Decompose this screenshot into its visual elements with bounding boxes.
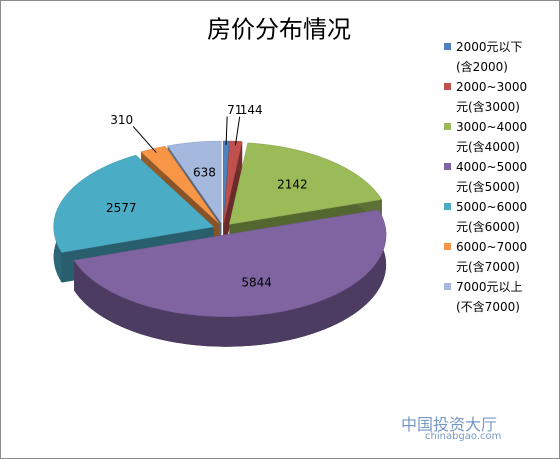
data-label: 144 xyxy=(240,103,263,117)
slice xyxy=(73,209,387,347)
legend-swatch xyxy=(444,163,451,170)
legend-item: 6000~7000元(含7000) xyxy=(444,237,528,277)
slice xyxy=(53,154,215,253)
legend-swatch xyxy=(444,123,451,130)
legend-item: 5000~6000元(含6000) xyxy=(444,197,528,237)
legend-label: 4000~5000元(含5000) xyxy=(456,160,528,194)
leader-line xyxy=(225,116,228,146)
slice xyxy=(229,142,383,225)
legend-item: 2000元以下(含2000) xyxy=(444,37,524,77)
slice-side xyxy=(74,209,387,347)
leader-line xyxy=(132,126,157,153)
data-label: 5844 xyxy=(241,276,272,290)
legend-swatch xyxy=(444,283,451,290)
leader-line xyxy=(234,116,241,146)
legend-swatch xyxy=(444,43,451,50)
data-label: 71 xyxy=(227,103,242,117)
data-label: 2142 xyxy=(277,178,308,192)
legend-item: 7000元以上(不含7000) xyxy=(444,277,524,317)
watermark-url: chinabgao.com xyxy=(425,431,502,442)
chart-title: 房价分布情况 xyxy=(207,16,351,44)
legend: 2000元以下(含2000) 2000~3000元(含3000) 3000~4000… xyxy=(444,37,528,317)
legend-swatch xyxy=(444,243,451,250)
legend-label: 2000~3000元(含3000) xyxy=(456,80,528,114)
data-label: 638 xyxy=(193,165,216,179)
data-label: 310 xyxy=(110,113,133,127)
legend-swatch xyxy=(444,203,451,210)
data-label: 2577 xyxy=(106,201,137,215)
legend-label: 7000元以上(不含7000) xyxy=(456,280,523,314)
slice xyxy=(73,209,387,317)
legend-label: 3000~4000元(含4000) xyxy=(456,120,528,154)
watermark-title: 中国投资大厅 xyxy=(401,415,498,434)
legend-swatch xyxy=(444,83,451,90)
legend-item: 2000~3000元(含3000) xyxy=(444,77,528,117)
legend-label: 6000~7000元(含7000) xyxy=(456,240,528,274)
slice xyxy=(167,140,222,224)
watermark: 中国投资大厅 chinabgao.com xyxy=(401,411,501,442)
legend-label: 5000~6000元(含6000) xyxy=(456,200,528,234)
legend-item: 3000~4000元(含4000) xyxy=(444,117,528,157)
legend-label: 2000元以下(含2000) xyxy=(456,40,523,74)
legend-item: 4000~5000元(含5000) xyxy=(444,157,528,197)
